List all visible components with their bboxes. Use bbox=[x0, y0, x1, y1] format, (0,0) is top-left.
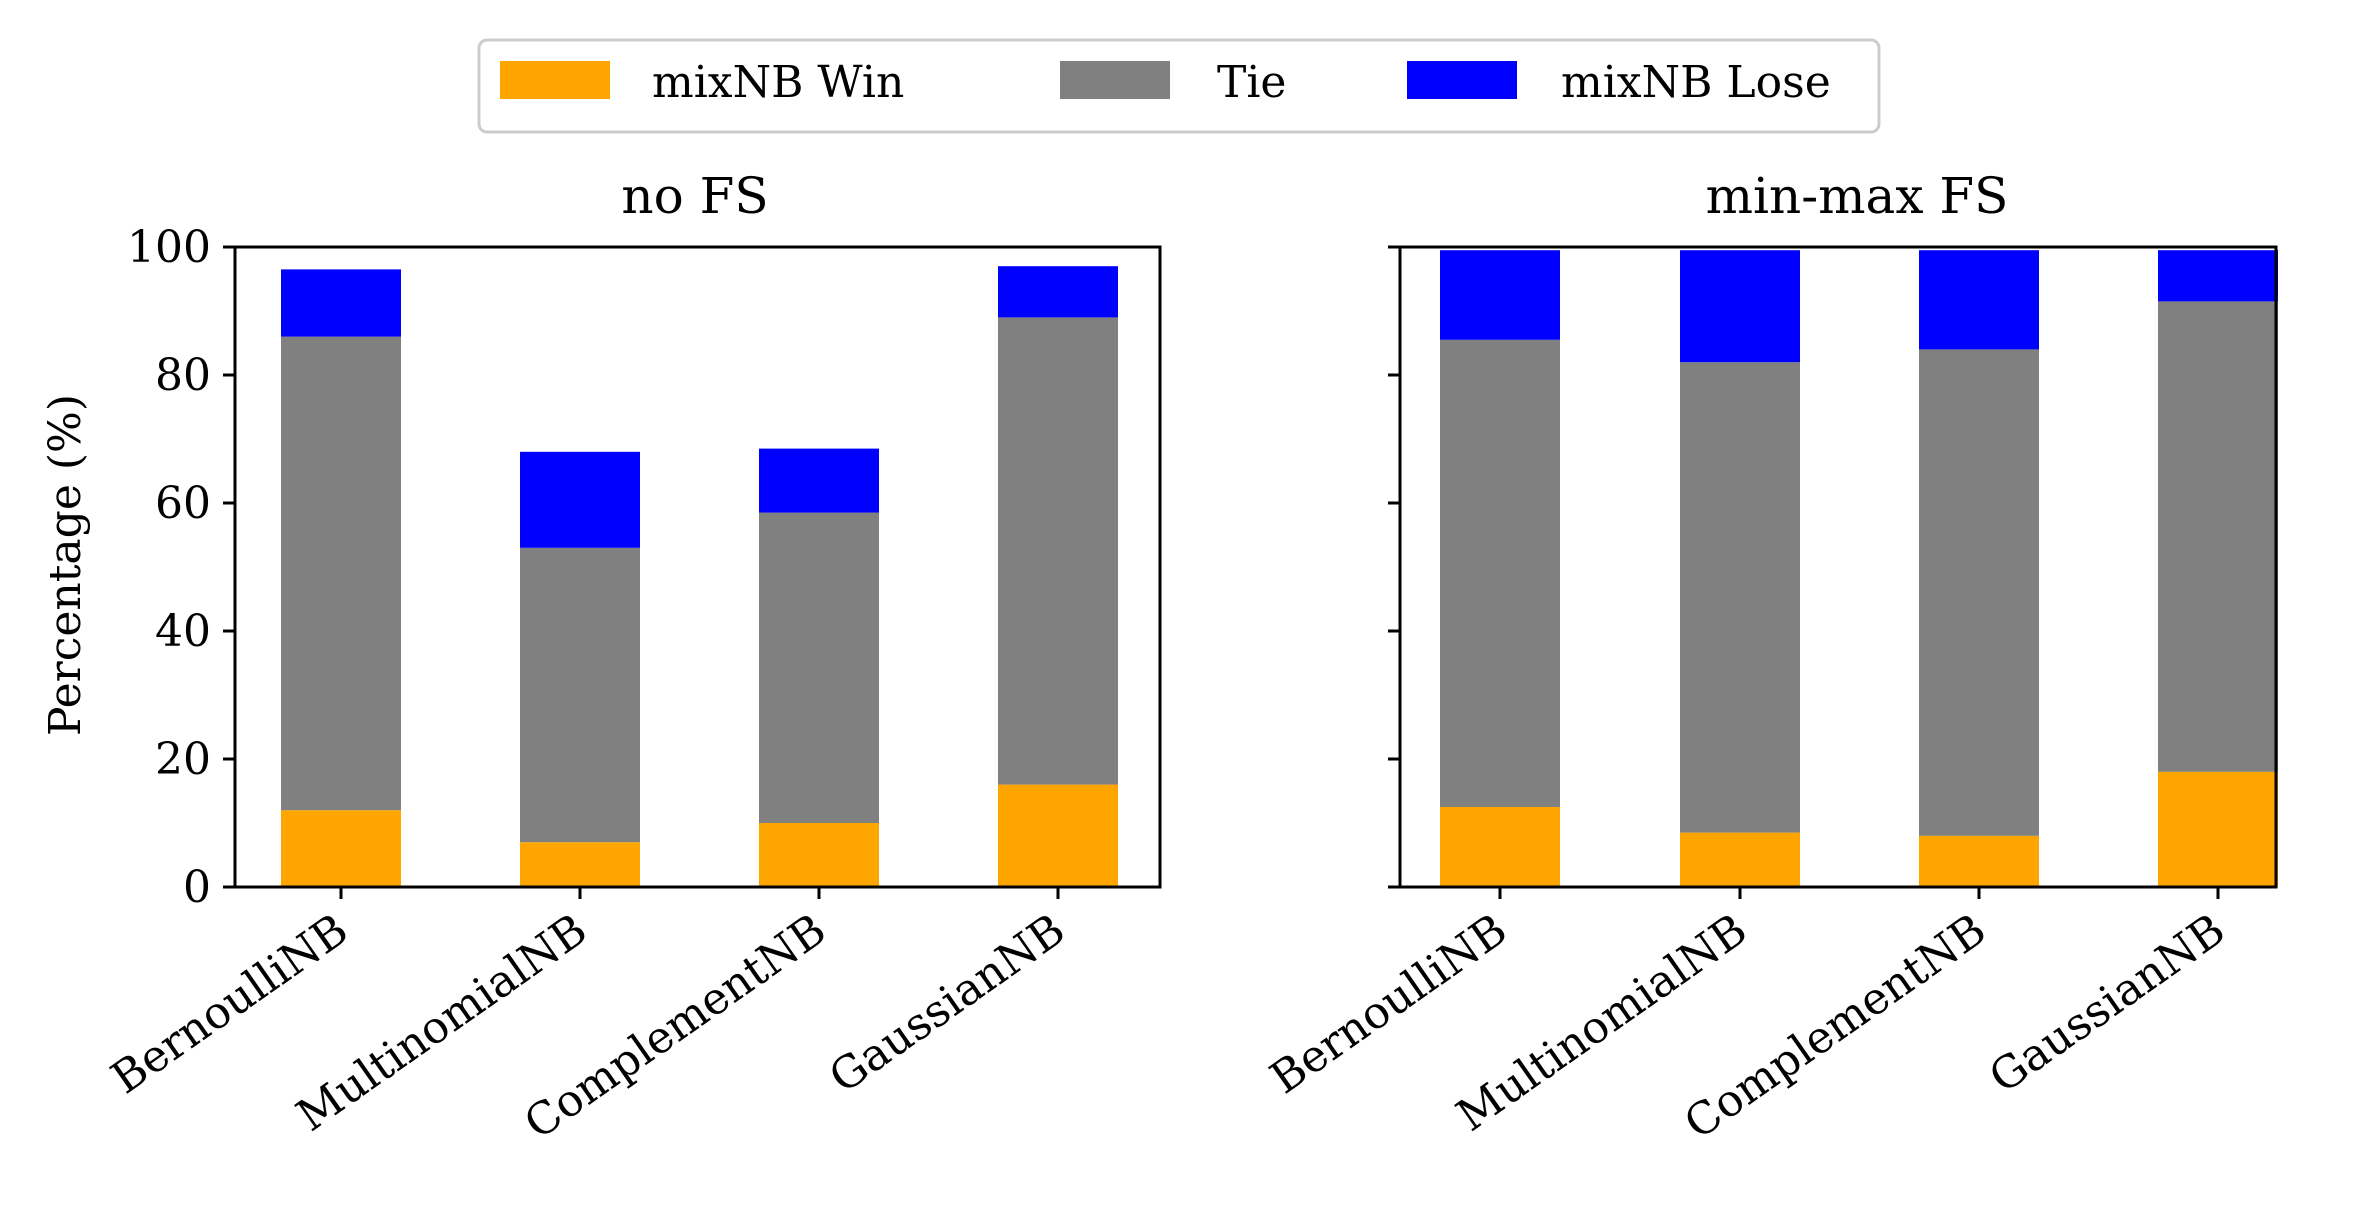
panel-min-max-fs: min-max FS BernoulliNBMultinomialNBCompl… bbox=[1261, 167, 2278, 1150]
legend-label-lose: mixNB Lose bbox=[1561, 57, 1831, 108]
bar-mixnb-lose-complementnb bbox=[759, 448, 879, 513]
bar-mixnb-win-complementnb bbox=[759, 823, 879, 887]
x-ticks: BernoulliNBMultinomialNBComplementNBGaus… bbox=[102, 887, 1074, 1150]
bar-tie-multinomialnb bbox=[520, 547, 640, 843]
bar-mixnb-lose-gaussiannb bbox=[2158, 250, 2278, 302]
bar-tie-bernoullinb bbox=[1440, 339, 1560, 807]
bar-mixnb-lose-complementnb bbox=[1919, 250, 2039, 350]
bar-mixnb-win-bernoullinb bbox=[1440, 807, 1560, 887]
x-tick-label: GaussianNB bbox=[820, 904, 1074, 1103]
legend-label-win: mixNB Win bbox=[652, 57, 904, 108]
bar-tie-gaussiannb bbox=[998, 317, 1118, 785]
legend-swatch-tie bbox=[1060, 61, 1170, 99]
bar-mixnb-win-multinomialnb bbox=[520, 842, 640, 887]
bar-mixnb-lose-bernoullinb bbox=[281, 269, 401, 337]
y-ticks bbox=[1388, 245, 1400, 889]
bars-layer bbox=[281, 266, 1118, 887]
legend-label-tie: Tie bbox=[1217, 57, 1286, 108]
y-tick-label: 100 bbox=[127, 222, 211, 273]
plot-frame bbox=[233, 245, 1162, 889]
bar-mixnb-win-complementnb bbox=[1919, 835, 2039, 887]
y-tick-label: 80 bbox=[155, 350, 211, 401]
x-tick-label: BernoulliNB bbox=[1261, 904, 1516, 1104]
bar-mixnb-lose-multinomialnb bbox=[520, 451, 640, 548]
bar-mixnb-lose-multinomialnb bbox=[1680, 250, 1800, 363]
bar-mixnb-lose-gaussiannb bbox=[998, 266, 1118, 318]
y-tick-label: 60 bbox=[155, 478, 211, 529]
y-axis-label: Percentage (%) bbox=[40, 394, 91, 736]
bar-mixnb-win-gaussiannb bbox=[998, 784, 1118, 887]
panel-title: no FS bbox=[621, 167, 768, 225]
y-tick-label: 20 bbox=[155, 734, 211, 785]
bar-tie-complementnb bbox=[759, 512, 879, 823]
bar-mixnb-win-gaussiannb bbox=[2158, 771, 2278, 887]
bar-tie-multinomialnb bbox=[1680, 362, 1800, 833]
y-ticks: 0 20 40 60 80 100 bbox=[127, 222, 235, 913]
bars-layer bbox=[1440, 250, 2278, 887]
bar-tie-complementnb bbox=[1919, 349, 2039, 836]
plot-frame bbox=[1398, 245, 2278, 889]
legend-swatch-lose bbox=[1407, 61, 1517, 99]
panel-title: min-max FS bbox=[1706, 167, 2009, 225]
panel-no-fs: no FS 0 20 40 60 80 100 BernoulliNBMultinomia… bbox=[102, 167, 1162, 1150]
x-tick-label: GaussianNB bbox=[1980, 904, 2234, 1103]
legend: mixNB Win Tie mixNB Lose bbox=[477, 38, 1881, 134]
bar-tie-bernoullinb bbox=[281, 336, 401, 811]
bar-mixnb-lose-bernoullinb bbox=[1440, 250, 1560, 340]
x-ticks: BernoulliNBMultinomialNBComplementNBGaus… bbox=[1261, 887, 2234, 1150]
bar-mixnb-win-bernoullinb bbox=[281, 810, 401, 887]
legend-swatch-win bbox=[500, 61, 610, 99]
bar-tie-gaussiannb bbox=[2158, 301, 2278, 772]
y-tick-label: 40 bbox=[155, 606, 211, 657]
y-tick-label: 0 bbox=[183, 862, 211, 913]
legend-frame bbox=[477, 38, 1881, 134]
bar-mixnb-win-multinomialnb bbox=[1680, 832, 1800, 887]
x-tick-label: BernoulliNB bbox=[102, 904, 357, 1104]
